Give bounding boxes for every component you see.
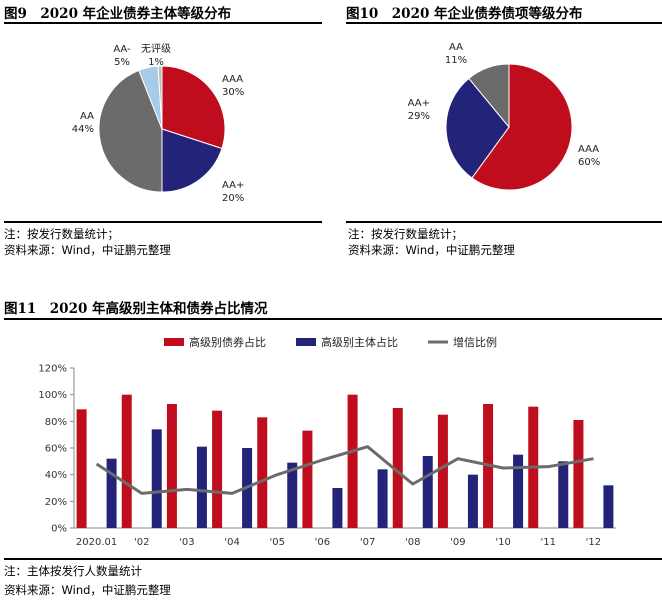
bar-bond-2 (166, 404, 177, 528)
fig11-note: 注：主体按发行人数量统计 (4, 564, 142, 578)
pie-category-label: 无评级 (141, 43, 171, 55)
pie-category-label: AAA (578, 144, 599, 155)
line-guarantee-ratio (95, 445, 594, 495)
pie-category-label: AA (449, 42, 463, 53)
legend-label: 增信比例 (453, 335, 497, 349)
pie-value-label: 44% (72, 124, 94, 135)
bar-issuer-7 (422, 456, 433, 528)
bar-issuer-2 (196, 446, 207, 528)
x-tick-label: '04 (224, 537, 239, 548)
legend-swatch-1 (296, 338, 316, 346)
x-tick-label: '11 (541, 537, 556, 548)
fig10-bottom-rule (346, 221, 662, 223)
bar-bond-7 (392, 408, 403, 528)
x-tick-label: '07 (360, 537, 375, 548)
bar-issuer-10 (558, 461, 569, 528)
fig10-pie-chart: AAA 60% AA+ 29% AA 11% (408, 42, 600, 191)
pie-slice-无评级 (157, 65, 163, 130)
bar-bond-1 (121, 394, 132, 528)
x-tick-label: '03 (179, 537, 194, 548)
y-tick-label: 100% (38, 390, 67, 401)
pie-value-label: 60% (578, 157, 600, 168)
pie-slice-AA (468, 63, 510, 129)
fig9-pie-chart: AAA 30% AA+ 20% AA 44% AA- 5% 无评级 1% (72, 43, 245, 204)
pie-category-label: AA (80, 111, 94, 122)
x-tick-label: 2020.01 (76, 537, 117, 548)
x-tick-label: '09 (450, 537, 465, 548)
bar-issuer-6 (377, 469, 388, 528)
bar-bond-4 (257, 417, 268, 528)
bar-issuer-5 (332, 488, 343, 528)
bar-bond-3 (212, 410, 223, 528)
pie-value-label: 30% (222, 87, 244, 98)
bar-issuer-8 (467, 474, 478, 528)
pie-value-label: 5% (114, 57, 130, 68)
legend-label: 高级别主体占比 (321, 335, 398, 349)
fig11-top-rule (4, 318, 662, 320)
bar-bond-5 (302, 430, 313, 528)
pie-slice-AAA (161, 65, 226, 150)
pie-slice-AA+ (161, 128, 223, 193)
y-tick-label: 80% (45, 417, 67, 428)
y-tick-label: 40% (45, 470, 67, 481)
x-tick-label: '08 (405, 537, 420, 548)
fig11-bottom-rule (4, 558, 662, 560)
fig11-title: 图11 2020 年高级别主体和债券占比情况 (4, 301, 268, 317)
fig9-source: 资料来源：Wind，中证鹏元整理 (4, 243, 171, 257)
y-tick-label: 20% (45, 497, 67, 508)
pie-value-label: 29% (408, 111, 430, 122)
fig9-top-rule (4, 22, 322, 24)
fig10-note: 注：按发行数量统计； (348, 227, 463, 241)
fig10-title: 图10 2020 年企业债券债项等级分布 (346, 6, 583, 22)
fig11-source: 资料来源：Wind，中证鹏元整理 (4, 583, 171, 597)
y-tick-label: 120% (38, 364, 67, 375)
pie-value-label: 1% (148, 57, 164, 68)
x-tick-label: '05 (270, 537, 285, 548)
fig10-source: 资料来源：Wind，中证鹏元整理 (348, 243, 515, 257)
pie-value-label: 11% (445, 55, 467, 66)
fig11-bar-chart: 高级别债券占比 高级别主体占比 增信比例 0% 20% 40% 60% 80% 100% 120… (38, 335, 616, 548)
x-tick-label: '10 (495, 537, 510, 548)
x-tick-label: '12 (586, 537, 601, 548)
pie-category-label: AAA (222, 74, 243, 85)
x-tick-label: '02 (134, 537, 149, 548)
fig9-title: 图9 2020 年企业债券主体等级分布 (4, 6, 232, 22)
bar-bond-0 (76, 409, 87, 528)
legend-label: 高级别债券占比 (189, 335, 266, 349)
fig10-top-rule (346, 22, 662, 24)
y-tick-label: 60% (45, 444, 67, 455)
fig9-note: 注：按发行数量统计； (4, 227, 119, 241)
x-tick-label: '06 (315, 537, 330, 548)
legend-swatch-0 (164, 338, 184, 346)
bar-issuer-1 (151, 429, 162, 528)
bar-issuer-11 (603, 485, 614, 528)
bar-issuer-0 (106, 458, 117, 528)
bar-issuer-9 (513, 454, 524, 528)
bar-bond-6 (347, 394, 358, 528)
bar-bond-11 (573, 420, 584, 528)
pie-slice-AA (98, 69, 163, 193)
pie-category-label: AA+ (222, 180, 244, 191)
pie-category-label: AA+ (408, 98, 430, 109)
pie-category-label: AA- (113, 44, 131, 55)
fig9-bottom-rule (4, 221, 322, 223)
bar-bond-8 (437, 414, 448, 528)
y-tick-label: 0% (51, 524, 67, 535)
pie-value-label: 20% (222, 193, 244, 204)
pie-slice-AA+ (445, 77, 510, 179)
bar-issuer-4 (287, 462, 298, 528)
pie-slice-AAA (471, 63, 573, 191)
